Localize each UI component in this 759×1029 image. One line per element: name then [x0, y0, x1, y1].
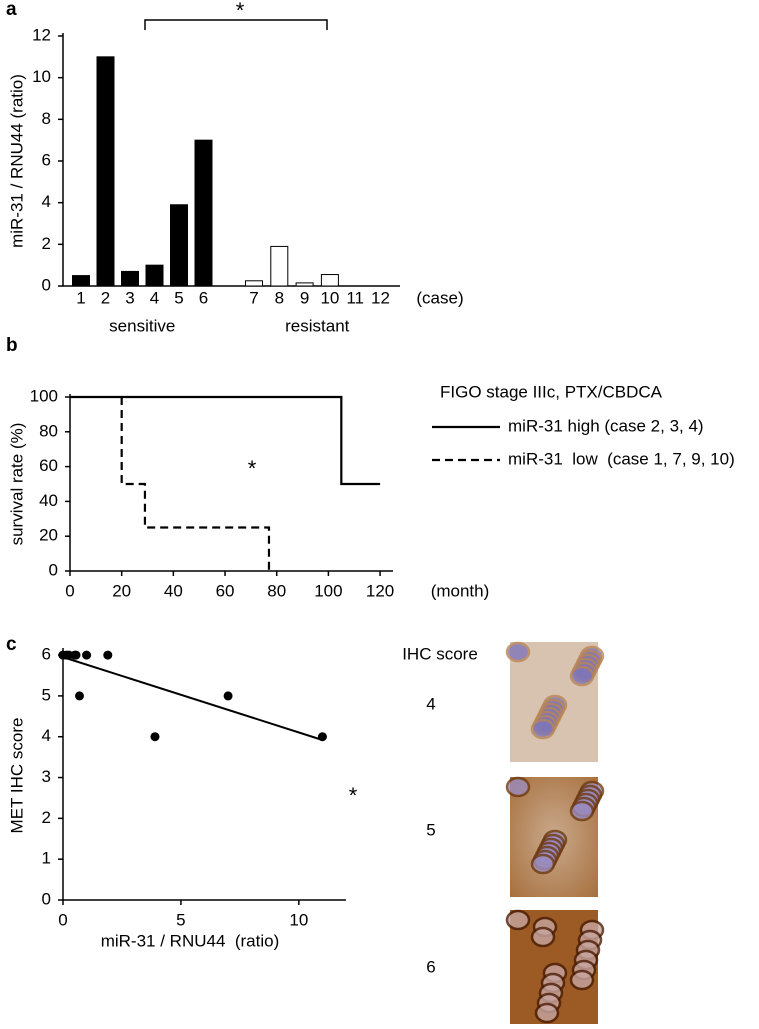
point	[317, 732, 327, 742]
x-tick-label: 2	[101, 288, 110, 307]
x-tick-label: 7	[249, 288, 258, 307]
x-tick-label: 5	[176, 910, 185, 929]
ihc-score: 6	[426, 957, 435, 976]
y-tick-label: 4	[42, 192, 51, 211]
point	[150, 732, 160, 742]
survival-line	[120, 397, 271, 571]
x-tick-label: 1	[76, 288, 85, 307]
y-tick-label: 2	[42, 234, 51, 253]
bar	[72, 275, 90, 287]
ihc-cell	[530, 718, 556, 740]
ihc-cell	[530, 853, 556, 875]
y-tick-label: 20	[39, 526, 58, 545]
x-tick-label: 0	[65, 581, 74, 600]
legend-label: miR-31 high (case 2, 3, 4)	[508, 416, 704, 435]
y-tick-label: 10	[32, 67, 51, 86]
x-tick-label: 3	[125, 288, 134, 307]
x-tick-label: 0	[58, 910, 67, 929]
ihc-cell	[569, 969, 595, 991]
x-tick-label: 10	[320, 288, 339, 307]
y-tick-label: 0	[42, 275, 51, 294]
y-tick-label: 60	[39, 456, 58, 475]
x-tick-label: 6	[199, 288, 208, 307]
ihc-cell	[505, 776, 531, 798]
y-tick-label: 40	[39, 491, 58, 510]
y-axis-title: survival rate (%)	[7, 423, 26, 546]
bar	[170, 204, 188, 287]
x-tick-label: 20	[112, 581, 131, 600]
bar	[295, 282, 314, 287]
x-tick-label: 120	[366, 581, 394, 600]
bar	[270, 245, 289, 287]
ihc-cell	[569, 800, 595, 822]
x-axis-title: (month)	[431, 581, 490, 600]
bar	[96, 56, 115, 287]
bar	[121, 270, 139, 287]
x-tick-label: 100	[314, 581, 342, 600]
y-tick-label: 12	[32, 25, 51, 44]
x-tick-label: 5	[174, 288, 183, 307]
x-tick-label: 10	[289, 910, 308, 929]
y-tick-label: 80	[39, 421, 58, 440]
x-tick-label: 80	[267, 581, 286, 600]
fit-line	[62, 656, 323, 741]
y-tick-label: 6	[42, 150, 51, 169]
ihc-cell	[505, 641, 531, 663]
ihc-cell	[530, 926, 556, 948]
annotation: *	[349, 783, 358, 808]
y-tick-label: 8	[42, 109, 51, 128]
x-tick-label: 11	[346, 288, 364, 307]
x-axis-title: (case)	[416, 288, 463, 307]
group-label: sensitive	[109, 316, 175, 335]
panel-label: a	[6, 0, 17, 20]
bar	[245, 280, 263, 287]
panel-label: c	[6, 634, 17, 655]
legend-title: FIGO stage IIIc, PTX/CBDCA	[440, 382, 663, 401]
survival-line	[70, 395, 381, 486]
bar	[145, 264, 164, 287]
x-tick-label: 40	[164, 581, 183, 600]
bar	[320, 274, 339, 287]
y-tick-label: 2	[42, 808, 51, 827]
point	[71, 650, 81, 660]
bar	[194, 139, 213, 287]
y-tick-label: 0	[49, 560, 58, 579]
y-tick-label: 5	[42, 685, 51, 704]
y-tick-label: 1	[42, 849, 51, 868]
y-axis-title: miR-31 / RNU44 (ratio)	[7, 74, 26, 248]
ihc-score: 4	[426, 694, 435, 713]
annotation: *	[236, 0, 245, 23]
group-label: resistant	[285, 316, 350, 335]
point	[82, 650, 92, 660]
ihc-score: 5	[426, 820, 435, 839]
ihc-cell	[505, 909, 531, 931]
y-tick-label: 100	[30, 386, 58, 405]
y-tick-label: 3	[42, 767, 51, 786]
annotation: *	[248, 456, 257, 481]
point	[223, 691, 233, 701]
point	[103, 650, 113, 660]
x-axis-title: miR-31 / RNU44 (ratio)	[101, 931, 280, 950]
ihc-cell	[534, 1002, 560, 1024]
x-tick-label: 4	[150, 288, 159, 307]
x-tick-label: 8	[275, 288, 284, 307]
y-tick-label: 4	[42, 726, 51, 745]
x-tick-label: 9	[300, 288, 309, 307]
panel-label: b	[6, 335, 18, 356]
ihc-title: IHC score	[402, 644, 478, 663]
point	[75, 691, 85, 701]
ihc-cell	[569, 665, 595, 687]
x-tick-label: 12	[371, 288, 390, 307]
y-tick-label: 0	[42, 889, 51, 908]
y-tick-label: 6	[42, 645, 51, 664]
x-tick-label: 60	[216, 581, 235, 600]
y-axis-title: MET IHC score	[7, 718, 26, 834]
legend-label: miR-31 low (case 1, 7, 9, 10)	[508, 449, 735, 468]
significance-bracket	[144, 19, 328, 30]
